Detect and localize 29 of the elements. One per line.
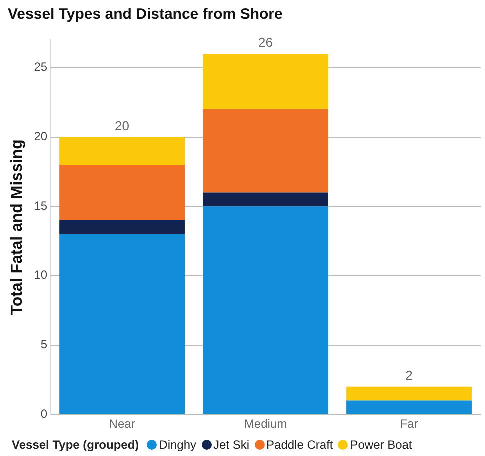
- bar: [203, 54, 328, 110]
- total-label: 20: [115, 118, 130, 134]
- total-label: 26: [258, 35, 274, 50]
- total-label: 2: [406, 368, 413, 383]
- bar: [60, 165, 185, 220]
- bar: [203, 110, 328, 193]
- x-tick-label: Far: [400, 417, 418, 432]
- y-axis-title: Total Fatal and Missing: [9, 140, 26, 316]
- x-tick-label: Medium: [244, 417, 288, 432]
- legend-label: Paddle Craft: [266, 438, 334, 452]
- x-tick-label: Near: [109, 417, 136, 432]
- y-tick-label: 15: [34, 198, 48, 213]
- y-tick-label: 20: [34, 130, 48, 144]
- y-tick-label: 10: [34, 268, 48, 282]
- chart-title: Vessel Types and Distance from Shore: [8, 6, 283, 23]
- bar: [346, 386, 472, 401]
- legend-label: Power Boat: [350, 438, 412, 452]
- legend-label: Dinghy: [159, 438, 197, 452]
- bar: [346, 400, 472, 414]
- bar: [203, 206, 328, 414]
- legend-title: Vessel Type (grouped): [12, 438, 140, 452]
- legend-label: Jet Ski: [214, 438, 250, 452]
- bar: [203, 192, 328, 207]
- y-tick-label: 25: [34, 60, 48, 74]
- y-tick-label: 5: [40, 338, 48, 352]
- bar: [60, 220, 185, 234]
- bar: [60, 234, 185, 414]
- bar: [60, 137, 185, 165]
- y-tick-label: 0: [40, 406, 48, 421]
